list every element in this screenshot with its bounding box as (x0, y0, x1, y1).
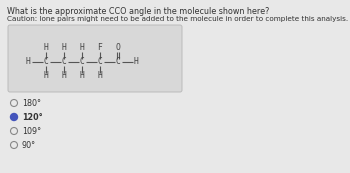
Text: Caution: lone pairs might need to be added to the molecule in order to complete : Caution: lone pairs might need to be add… (7, 16, 348, 22)
Text: 109°: 109° (22, 126, 41, 135)
Text: H: H (43, 71, 48, 80)
Text: H: H (26, 57, 30, 66)
Text: C: C (62, 57, 66, 66)
Text: H: H (62, 71, 66, 80)
Text: 120°: 120° (22, 112, 43, 121)
Text: 180°: 180° (22, 98, 41, 107)
Circle shape (10, 113, 18, 121)
Text: H: H (62, 43, 66, 52)
Text: 90°: 90° (22, 140, 36, 149)
Text: F: F (98, 43, 103, 52)
Text: C: C (79, 57, 84, 66)
Text: H: H (79, 43, 84, 52)
FancyBboxPatch shape (8, 25, 182, 92)
Text: H: H (98, 71, 103, 80)
Text: O: O (116, 43, 120, 52)
Text: C: C (43, 57, 48, 66)
Text: H: H (134, 57, 139, 66)
Text: What is the approximate CCO angle in the molecule shown here?: What is the approximate CCO angle in the… (7, 7, 270, 16)
Text: H: H (79, 71, 84, 80)
Text: C: C (116, 57, 120, 66)
Text: H: H (43, 43, 48, 52)
Text: C: C (98, 57, 103, 66)
